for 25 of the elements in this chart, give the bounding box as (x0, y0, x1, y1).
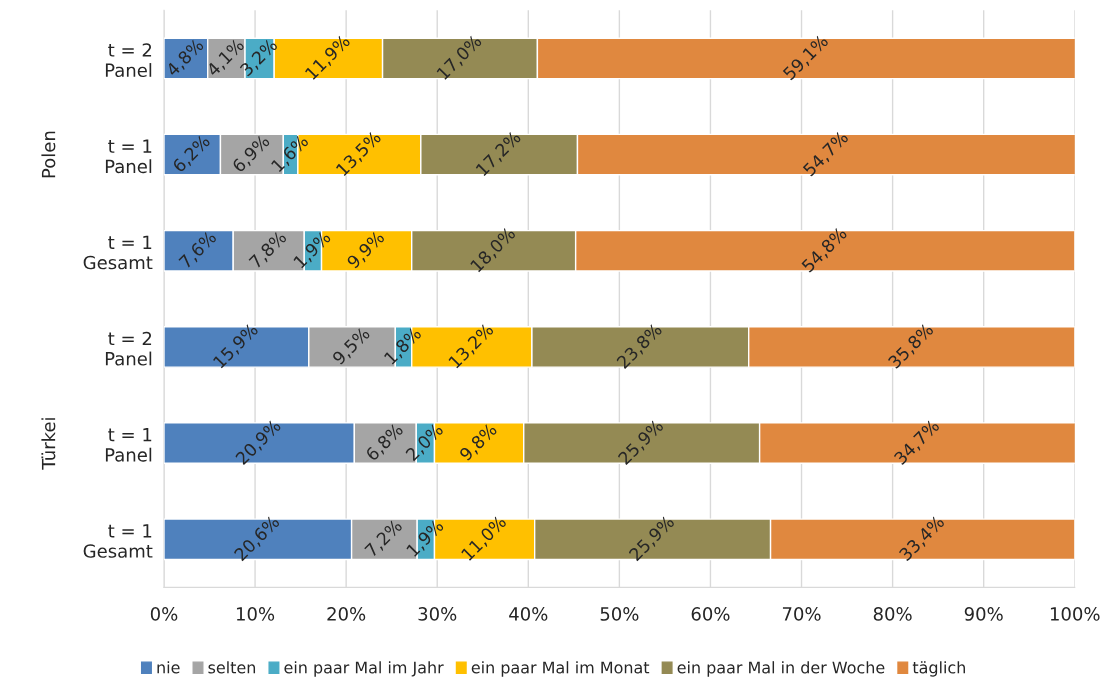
x-tick-label: 70% (782, 607, 821, 621)
legend-label: ein paar Mal in der Woche (677, 661, 885, 677)
x-tick-label: 0% (150, 607, 178, 621)
x-tick-label: 30% (418, 607, 457, 621)
y-tick-label: t = 1 Panel (105, 428, 152, 462)
y-tick-label: t = 2 Panel (105, 43, 152, 78)
y-tick-label: t = 1 Gesamt (83, 524, 153, 558)
text: Polen (41, 131, 56, 178)
y-tick-label: t = 2 Panel (105, 331, 152, 366)
x-tick-label: 80% (873, 607, 912, 621)
legend-label: selten (208, 661, 256, 674)
legend-label: ein paar Mal im Monat (471, 661, 650, 677)
legend-label: nie (157, 661, 180, 674)
x-tick-label: 20% (327, 607, 366, 621)
x-tick-label: 40% (509, 607, 548, 621)
y-tick-label: t = 1 Gesamt (83, 235, 153, 270)
x-tick-label: 60% (691, 607, 730, 621)
y-tick-label: t = 1 Panel (105, 139, 152, 174)
x-tick-label: 90% (964, 607, 1003, 621)
x-tick-label: 10% (236, 607, 275, 621)
legend-label: ein paar Mal im Jahr (284, 661, 444, 677)
x-tick-label: 50% (600, 607, 639, 621)
x-tick-label: 100% (1050, 607, 1100, 621)
legend-label: täglich (912, 661, 965, 677)
text: Türkei (41, 418, 56, 470)
